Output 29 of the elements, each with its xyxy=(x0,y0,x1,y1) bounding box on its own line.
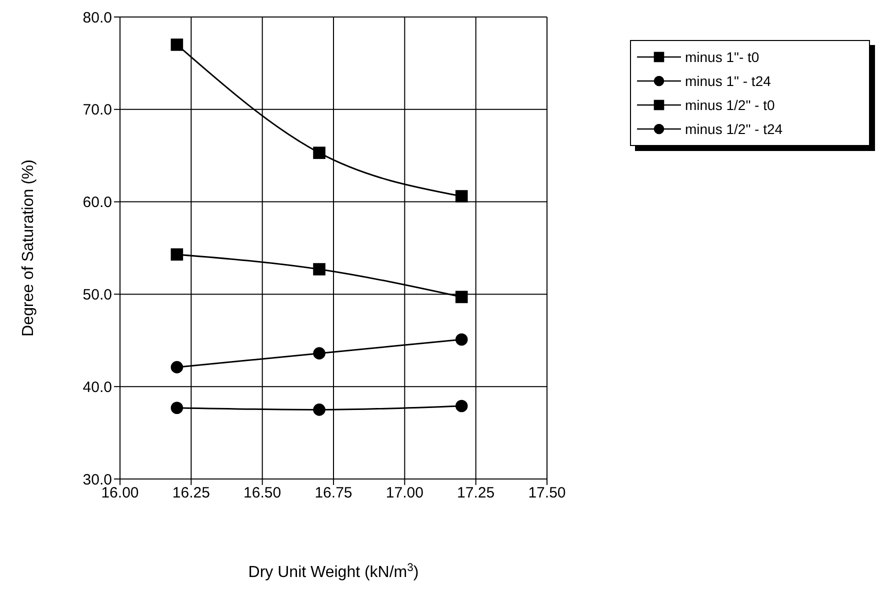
legend-label: minus 1"- t0 xyxy=(685,49,760,65)
point xyxy=(455,190,468,202)
point xyxy=(170,248,184,261)
point xyxy=(313,263,326,276)
y-tick-label: 70.0 xyxy=(82,102,112,119)
y-axis-title: Degree of Saturation (%) xyxy=(20,160,36,336)
point xyxy=(170,402,184,414)
y-tick-label: 60.0 xyxy=(82,194,112,212)
y-tick-label: 40.0 xyxy=(82,378,112,396)
point xyxy=(313,146,326,159)
x-axis-title: Dry Unit Weight (kN/m$^{3}$) xyxy=(248,562,419,581)
y-tick-label: 80.0 xyxy=(82,9,112,26)
point xyxy=(170,38,184,51)
point xyxy=(313,404,326,416)
x-tick-label: 17.50 xyxy=(528,484,566,502)
legend-label: minus 1/2" - t0 xyxy=(685,97,775,113)
point xyxy=(170,361,184,374)
x-tick-label: 16.75 xyxy=(314,484,352,502)
point xyxy=(455,400,468,412)
point xyxy=(313,347,326,360)
x-tick-label: 16.25 xyxy=(172,484,210,502)
point xyxy=(455,290,468,304)
x-tick-label: 17.25 xyxy=(457,484,495,502)
point xyxy=(455,333,468,346)
legend-label: minus 1" - t24 xyxy=(685,73,771,89)
y-tick-label: 50.0 xyxy=(82,286,112,304)
x-tick-label: 17.00 xyxy=(386,484,424,502)
legend-label: minus 1/2" - t24 xyxy=(685,121,783,137)
x-tick-label: 16.50 xyxy=(244,484,282,502)
